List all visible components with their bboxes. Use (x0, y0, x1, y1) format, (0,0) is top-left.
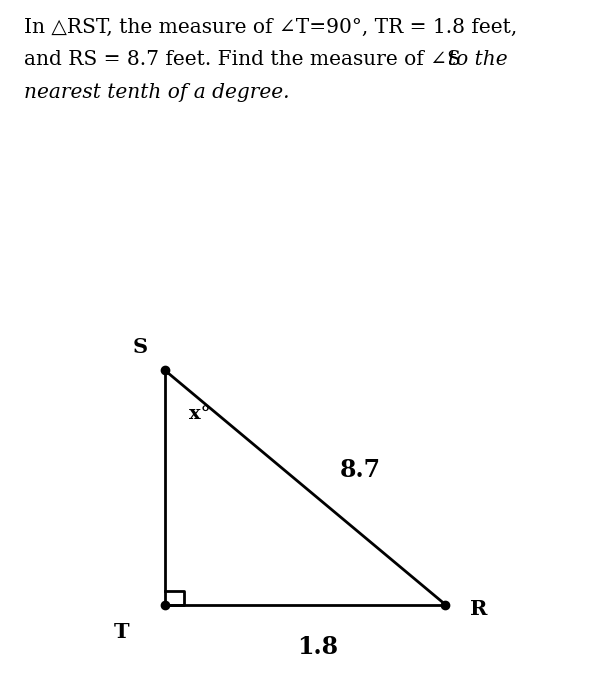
Text: x°: x° (189, 405, 210, 423)
Text: to the: to the (448, 50, 508, 69)
Text: nearest tenth of a degree.: nearest tenth of a degree. (24, 83, 290, 102)
Text: R: R (470, 599, 487, 619)
Text: S: S (133, 337, 148, 357)
Text: 8.7: 8.7 (339, 458, 381, 482)
Text: and RS = 8.7 feet. Find the measure of ∠S: and RS = 8.7 feet. Find the measure of ∠… (24, 50, 468, 69)
Text: 1.8: 1.8 (296, 635, 338, 659)
Text: T: T (114, 622, 130, 642)
Text: In △RST, the measure of ∠T=90°, TR = 1.8 feet,: In △RST, the measure of ∠T=90°, TR = 1.8… (24, 18, 518, 36)
